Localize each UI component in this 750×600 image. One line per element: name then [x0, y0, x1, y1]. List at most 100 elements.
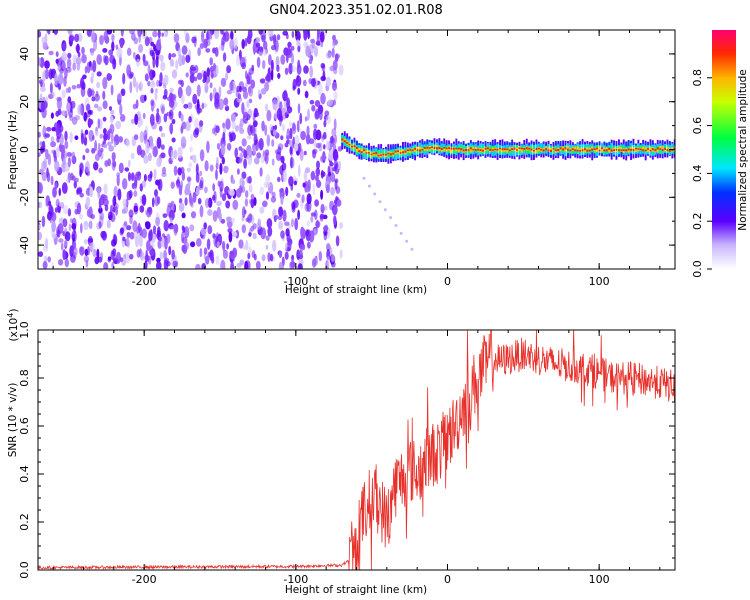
noise-cell — [74, 33, 80, 43]
noise-cell — [193, 76, 198, 82]
noise-cell — [320, 169, 324, 179]
noise-cell — [226, 142, 232, 151]
signal-cell — [457, 149, 460, 153]
noise-cell — [309, 65, 314, 78]
noise-cell — [299, 243, 304, 253]
noise-cell — [216, 241, 220, 248]
noise-cell — [271, 191, 276, 198]
noise-cell — [326, 52, 332, 59]
noise-cell — [89, 65, 94, 71]
signal-cell — [525, 147, 528, 150]
noise-cell — [187, 102, 193, 110]
noise-cell — [248, 85, 254, 97]
noise-cell — [136, 226, 140, 234]
x-tick-label: -200 — [132, 275, 157, 288]
signal-cell — [547, 149, 550, 152]
noise-cell — [104, 160, 109, 167]
noise-cell — [177, 146, 183, 159]
signal-cell — [511, 148, 514, 151]
noise-cell — [66, 152, 73, 157]
noise-cell — [180, 125, 184, 134]
noise-cell — [222, 131, 226, 142]
noise-cell — [276, 34, 281, 41]
noise-cell — [157, 30, 161, 38]
y-tick-label: 0.4 — [18, 465, 31, 483]
noise-cell — [126, 237, 130, 247]
noise-cell — [123, 253, 127, 260]
noise-cell — [313, 123, 318, 129]
noise-cell — [152, 146, 158, 158]
noise-cell — [298, 142, 302, 153]
noise-cell — [120, 227, 125, 235]
noise-cell — [258, 30, 264, 35]
noise-cell — [102, 116, 107, 122]
signal-cell — [644, 149, 647, 152]
snr-scale-close: ) — [8, 309, 20, 313]
noise-cell — [237, 168, 240, 175]
noise-cell — [333, 99, 336, 106]
noise-cell — [294, 217, 299, 231]
noise-cell — [79, 213, 83, 220]
noise-cell — [220, 218, 226, 224]
noise-cell — [259, 186, 264, 196]
noise-cell — [71, 151, 76, 162]
x-tick-label: 100 — [589, 573, 610, 586]
noise-cell — [216, 156, 219, 169]
noise-cell — [144, 36, 150, 47]
noise-cell — [339, 222, 343, 229]
noise-cell — [76, 202, 82, 215]
noise-cell — [284, 221, 290, 227]
noise-cell — [267, 252, 271, 262]
snr-ticks: -200 -100 0 100 0.0 0.2 0.4 0.6 0.8 1.0 — [18, 321, 675, 586]
noise-cell — [89, 109, 94, 116]
signal-cell — [416, 149, 419, 151]
signal-cell — [450, 147, 453, 150]
noise-cell — [94, 140, 98, 152]
noise-cell — [314, 199, 319, 207]
noise-cell — [222, 35, 227, 41]
noise-cell — [331, 128, 337, 137]
noise-cell — [197, 198, 202, 205]
signal-cell — [535, 148, 538, 153]
signal-cell — [564, 147, 567, 150]
x-tick-label: 0 — [444, 573, 451, 586]
noise-cell — [275, 56, 280, 68]
noise-cell — [129, 231, 135, 240]
snr-line-layer — [38, 330, 675, 570]
faint-trace — [405, 239, 409, 243]
noise-cell — [125, 138, 130, 147]
noise-cell — [66, 178, 69, 183]
signal-cell — [654, 149, 657, 152]
snr-scale-exp: 4 — [6, 313, 15, 318]
noise-cell — [121, 208, 126, 214]
signal-cell — [615, 149, 618, 151]
noise-cell — [116, 251, 121, 264]
noise-cell — [293, 142, 299, 152]
signal-cell — [433, 147, 436, 150]
noise-cell — [310, 170, 316, 181]
noise-cell — [284, 142, 289, 148]
noise-cell — [152, 30, 158, 38]
noise-cell — [128, 209, 134, 218]
noise-cell — [79, 168, 82, 178]
noise-cell — [271, 158, 275, 166]
noise-cell — [262, 200, 268, 208]
noise-cell — [296, 120, 300, 133]
noise-cell — [272, 99, 278, 111]
signal-cell — [472, 148, 475, 151]
noise-cell — [139, 226, 143, 239]
signal-cell — [618, 149, 620, 151]
noise-cell — [160, 152, 166, 159]
noise-cell — [207, 209, 213, 216]
noise-cell — [85, 148, 90, 154]
signal-cell — [508, 149, 511, 152]
signal-cell — [642, 149, 645, 152]
noise-cell — [253, 197, 257, 206]
noise-cell — [107, 141, 112, 147]
noise-cell — [192, 93, 198, 105]
noise-cell — [149, 49, 155, 57]
noise-cell — [286, 46, 292, 56]
noise-cell — [212, 183, 216, 192]
noise-cell — [84, 129, 89, 135]
signal-cell — [501, 148, 504, 151]
